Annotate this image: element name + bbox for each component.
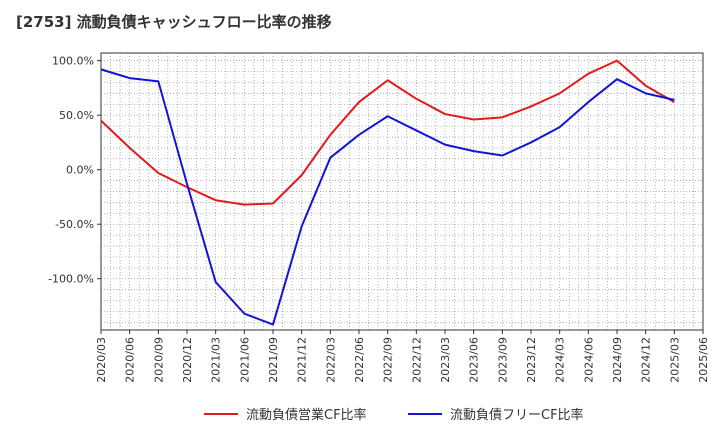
x-tick-label: 2023/09 [496, 337, 509, 383]
legend-label-operating-cf: 流動負債営業CF比率 [246, 408, 367, 423]
x-tick-label: 2024/09 [611, 337, 624, 383]
x-tick-label: 2020/09 [152, 337, 165, 383]
x-tick-label: 2020/03 [95, 337, 108, 383]
legend-item-operating-cf: 流動負債営業CF比率 [204, 404, 367, 423]
legend-label-free-cf: 流動負債フリーCF比率 [450, 408, 584, 423]
x-tick-label: 2022/09 [382, 337, 395, 383]
x-tick-label: 2021/06 [238, 337, 251, 383]
grid-lines [101, 53, 703, 330]
x-tick-label: 2024/03 [554, 337, 567, 383]
series-line-operating-cf [100, 59, 675, 206]
chart-title: [2753] 流動負債キャッシュフロー比率の推移 [16, 13, 332, 31]
legend-swatch-free-cf [408, 412, 442, 415]
x-tick-label: 2024/06 [582, 337, 595, 383]
x-tick-label: 2021/12 [296, 337, 309, 383]
y-axis-ticks: 100.0% 50.0% 0.0% -50.0% -100.0% [48, 55, 101, 286]
x-tick-label: 2022/03 [324, 337, 337, 383]
x-tick-label: 2020/12 [181, 337, 194, 383]
y-tick-label: 100.0% [52, 55, 94, 68]
y-tick-label: -100.0% [48, 273, 94, 286]
x-tick-label: 2021/03 [210, 337, 223, 383]
series-lines [100, 59, 675, 326]
y-tick-label: 50.0% [59, 109, 94, 122]
y-tick-label: -50.0% [55, 218, 94, 231]
legend-swatch-operating-cf [204, 412, 238, 415]
x-tick-label: 2023/12 [525, 337, 538, 383]
x-tick-label: 2020/06 [124, 337, 137, 383]
x-tick-label: 2021/09 [267, 337, 280, 383]
x-axis-ticks: 2020/03 2020/06 2020/09 2020/12 2021/03 2021/… [95, 330, 710, 383]
plot-frame [100, 52, 704, 331]
x-tick-label: 2023/06 [468, 337, 481, 383]
x-tick-label: 2025/03 [668, 337, 681, 383]
x-tick-label: 2022/06 [353, 337, 366, 383]
x-tick-label: 2025/06 [697, 337, 710, 383]
y-tick-label: 0.0% [66, 164, 94, 177]
x-tick-label: 2023/03 [439, 337, 452, 383]
x-tick-label: 2022/12 [410, 337, 423, 383]
series-line-free-cf [100, 68, 675, 326]
legend-item-free-cf: 流動負債フリーCF比率 [408, 404, 584, 423]
x-tick-label: 2024/12 [640, 337, 653, 383]
